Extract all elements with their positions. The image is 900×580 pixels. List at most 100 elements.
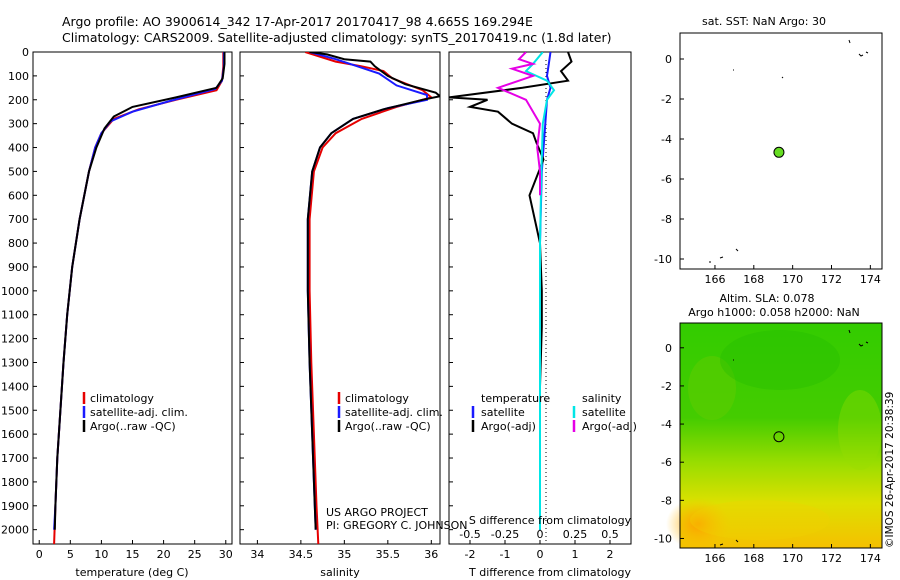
difference-xlabel: T difference from climatology <box>468 566 631 579</box>
depth-tick-label: 200 <box>8 94 29 107</box>
argo-position-marker <box>773 146 785 158</box>
depth-tick-label: 1200 <box>1 333 29 346</box>
temperature-tick-label: 15 <box>126 548 140 561</box>
temperature-tick-label: 10 <box>94 548 108 561</box>
difference-t-tick-label: -2 <box>465 548 476 561</box>
depth-tick-label: 1100 <box>1 309 29 322</box>
depth-axis: 0 100 200 300 400 500 600 700 800 900 1000 1100 1200… <box>1 46 453 537</box>
difference-s-tick-label: 0.25 <box>563 528 588 541</box>
map-y-tick-label: 0 <box>665 53 672 66</box>
map-x-tick-label: 170 <box>782 552 803 565</box>
depth-tick-label: 1800 <box>1 476 29 489</box>
sst-map-title: sat. SST: NaN Argo: 30 <box>702 15 826 28</box>
salinity-lines <box>304 52 440 544</box>
difference-lines <box>449 52 573 530</box>
depth-tick-label: 0 <box>22 46 29 59</box>
map-x-tick-label: 170 <box>782 273 803 286</box>
sla-map-frame <box>679 322 883 549</box>
map-y-tick-label: -2 <box>661 93 672 106</box>
depth-tick-label: 1600 <box>1 428 29 441</box>
legend-label: climatology <box>345 392 409 405</box>
legend-label: satellite <box>582 406 626 419</box>
legend-label: climatology <box>90 392 154 405</box>
salinity-tick-label: 35 <box>337 548 351 561</box>
salinity-tick-label: 36 <box>424 548 438 561</box>
map-y-tick-label: -6 <box>661 456 672 469</box>
depth-tick-label: 900 <box>8 261 29 274</box>
sla-map-coast <box>709 329 869 549</box>
argo-position-marker <box>773 431 785 443</box>
map-x-tick-label: 168 <box>743 273 764 286</box>
temperature-tick-label: 0 <box>36 548 43 561</box>
depth-tick-label: 1000 <box>1 285 29 298</box>
temperature-series-line <box>53 52 226 530</box>
salinity-tick-label: 34 <box>250 548 264 561</box>
salinity-panel <box>239 51 441 545</box>
map-y-tick-label: -10 <box>654 253 672 266</box>
legend-label: Argo(..raw -QC) <box>345 420 431 433</box>
map-y-tick-label: -8 <box>661 213 672 226</box>
depth-tick-label: 800 <box>8 237 29 250</box>
sla-map-axis: 166 168 170 172 174 0 -2 -4 -6 -8 -10 <box>654 342 881 565</box>
difference-axis: -2 -1 0 1 2 -0.5 -0.25 0 0.25 0.5 <box>459 528 618 561</box>
legend-label: satellite-adj. clim. <box>345 406 443 419</box>
difference-series-line <box>495 52 542 196</box>
difference-legend: temperature satellite Argo(-adj) salinit… <box>471 392 637 433</box>
project-credit: US ARGO PROJECT <box>326 506 428 519</box>
salinity-xlabel: salinity <box>320 566 360 579</box>
map-y-tick-label: -6 <box>661 173 672 186</box>
salinity-series-line <box>306 52 440 530</box>
salinity-legend: climatology satellite-adj. clim. Argo(..… <box>337 392 443 433</box>
temperature-tick-label: 5 <box>67 548 74 561</box>
depth-tick-label: 1400 <box>1 380 29 393</box>
depth-tick-label: 300 <box>8 118 29 131</box>
difference-s-tick-label: 0 <box>537 528 544 541</box>
sla-map-title-1: Altim. SLA: 0.078 <box>719 292 814 305</box>
legend-label: satellite <box>481 406 525 419</box>
depth-tick-label: 400 <box>8 142 29 155</box>
map-x-tick-label: 172 <box>821 273 842 286</box>
map-x-tick-label: 168 <box>743 552 764 565</box>
depth-tick-label: 1500 <box>1 404 29 417</box>
difference-t-tick-label: 0 <box>537 548 544 561</box>
legend-title-t: temperature <box>481 392 550 405</box>
temperature-lines <box>53 52 226 544</box>
salinity-tick-label: 34.5 <box>289 548 314 561</box>
difference-s-tick-label: -0.25 <box>491 528 519 541</box>
map-y-tick-label: -8 <box>661 494 672 507</box>
pi-credit: PI: GREGORY C. JOHNSON <box>326 519 467 532</box>
difference-x2label: S difference from climatology <box>469 514 632 527</box>
difference-t-tick-label: 2 <box>607 548 614 561</box>
difference-series-line <box>524 52 556 530</box>
legend-title-s: salinity <box>582 392 622 405</box>
depth-tick-label: 600 <box>8 189 29 202</box>
sst-map-coast <box>709 39 869 263</box>
difference-t-tick-label: -1 <box>500 548 511 561</box>
legend-label: Argo(-adj) <box>582 420 637 433</box>
legend-label: satellite-adj. clim. <box>90 406 188 419</box>
map-x-tick-label: 174 <box>860 552 881 565</box>
header-title: Argo profile: AO 3900614_342 17-Apr-2017… <box>62 14 533 29</box>
map-y-tick-label: -2 <box>661 380 672 393</box>
header-subtitle: Climatology: CARS2009. Satellite-adjuste… <box>62 30 612 45</box>
sla-heatmap <box>666 323 882 550</box>
legend-label: Argo(..raw -QC) <box>90 420 176 433</box>
temperature-panel <box>32 51 233 545</box>
map-x-tick-label: 166 <box>704 552 725 565</box>
temperature-tick-label: 30 <box>219 548 233 561</box>
sst-map-axis: 166 168 170 172 174 0 -2 -4 -6 -8 -10 <box>654 53 881 286</box>
temperature-tick-label: 20 <box>157 548 171 561</box>
difference-s-tick-label: -0.5 <box>459 528 480 541</box>
depth-tick-label: 500 <box>8 165 29 178</box>
difference-s-tick-label: 0.5 <box>601 528 619 541</box>
difference-t-tick-label: 1 <box>572 548 579 561</box>
legend-label: Argo(-adj) <box>481 420 536 433</box>
temperature-xlabel: temperature (deg C) <box>75 566 188 579</box>
map-y-tick-label: 0 <box>665 342 672 355</box>
sla-map-title-2: Argo h1000: 0.058 h2000: NaN <box>688 306 860 319</box>
salinity-axis: 34 34.5 35 35.5 36 <box>250 540 438 561</box>
map-y-tick-label: -4 <box>661 418 672 431</box>
salinity-tick-label: 35.5 <box>376 548 401 561</box>
depth-tick-label: 1900 <box>1 500 29 513</box>
